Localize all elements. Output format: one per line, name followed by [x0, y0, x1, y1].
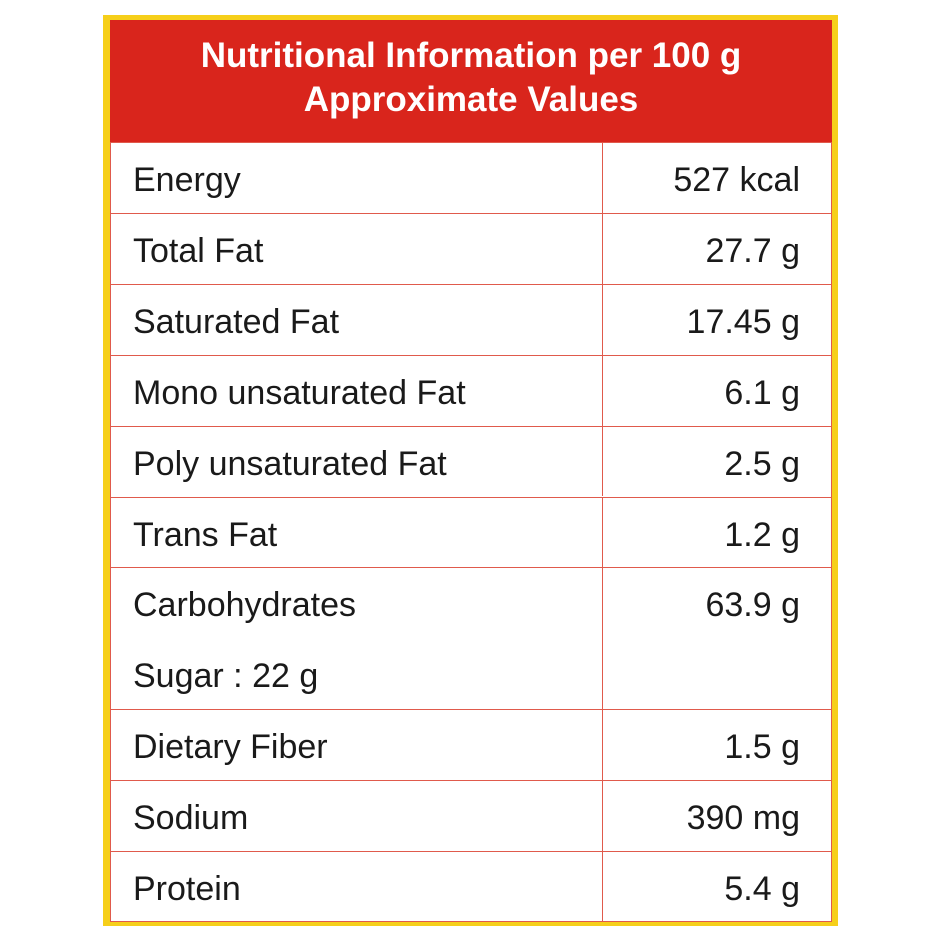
column-divider — [602, 852, 603, 921]
table-row: Carbohydrates 63.9 g Sugar : 22 g — [110, 567, 832, 710]
column-divider — [602, 355, 603, 426]
table-row: Saturated Fat 17.45 g — [110, 283, 832, 355]
table-sides — [110, 142, 832, 922]
column-divider — [602, 781, 603, 851]
column-divider — [602, 426, 603, 497]
nutrient-label: Energy — [133, 161, 241, 199]
header: Nutritional Information per 100 g Approx… — [110, 20, 832, 142]
nutrient-label: Saturated Fat — [133, 302, 340, 341]
table-row: Protein 5.4 g — [110, 851, 832, 922]
column-divider — [602, 568, 603, 710]
column-divider — [602, 497, 603, 568]
nutrient-label: Protein — [133, 870, 241, 908]
nutrition-panel: Nutritional Information per 100 g Approx… — [110, 20, 832, 922]
nutrient-note: Sugar : 22 g — [133, 657, 319, 696]
table-row: Mono unsaturated Fat 6.1 g — [110, 354, 832, 426]
nutrient-value: 527 kcal — [673, 161, 800, 199]
table-row: Total Fat 27.7 g — [110, 212, 832, 284]
column-divider — [602, 710, 603, 781]
nutrient-value: 390 mg — [686, 799, 800, 838]
table-row: Energy 527 kcal — [110, 142, 832, 213]
nutrient-value: 5.4 g — [724, 870, 800, 908]
table-row: Poly unsaturated Fat 2.5 g — [110, 425, 832, 497]
table-row: Sodium 390 mg — [110, 780, 832, 851]
nutrient-value: 2.5 g — [724, 444, 800, 483]
nutrient-value: 1.2 g — [724, 515, 800, 554]
column-divider — [602, 143, 603, 213]
subtitle: Approximate Values — [303, 80, 639, 119]
title: Nutritional Information per 100 g — [200, 36, 742, 75]
nutrient-label: Total Fat — [133, 231, 264, 270]
nutrient-value: 1.5 g — [724, 728, 800, 767]
nutrient-label: Carbohydrates — [133, 586, 357, 625]
nutrient-label: Poly unsaturated Fat — [133, 444, 447, 483]
nutrient-value: 63.9 g — [705, 586, 800, 625]
nutrient-value: 17.45 g — [686, 302, 800, 341]
column-divider — [602, 284, 603, 355]
nutrient-label: Trans Fat — [133, 515, 278, 554]
nutrient-label: Dietary Fiber — [133, 728, 328, 767]
column-divider — [602, 213, 603, 284]
nutrient-value: 27.7 g — [705, 231, 800, 270]
nutrient-value: 6.1 g — [724, 373, 800, 412]
table-row: Dietary Fiber 1.5 g — [110, 709, 832, 781]
nutrient-label: Mono unsaturated Fat — [133, 373, 466, 412]
nutrient-label: Sodium — [133, 799, 249, 838]
table-row: Trans Fat 1.2 g — [110, 496, 832, 568]
